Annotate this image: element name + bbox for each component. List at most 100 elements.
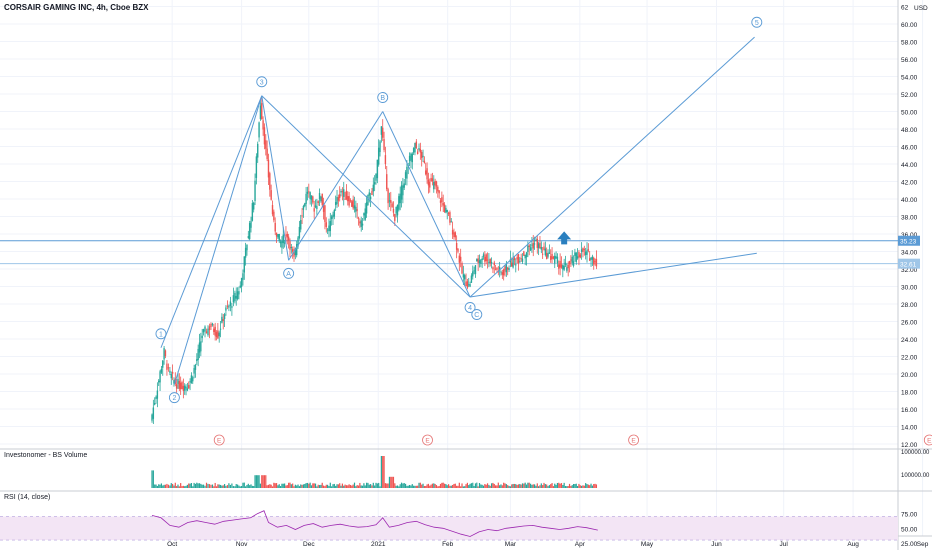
volume-bar xyxy=(300,484,302,488)
candle-body xyxy=(480,259,482,264)
candle-body xyxy=(263,127,266,145)
volume-bar xyxy=(403,483,405,488)
volume-bar xyxy=(500,484,502,488)
volume-bar xyxy=(167,484,170,488)
volume-bar xyxy=(193,482,195,488)
volume-bar xyxy=(341,483,343,488)
candle-body xyxy=(164,350,167,357)
candle-body xyxy=(528,245,530,248)
time-tick-label: Dec xyxy=(303,541,315,548)
volume-bar xyxy=(426,484,428,488)
candle-body xyxy=(179,382,182,390)
volume-bar xyxy=(356,485,358,488)
candle-body xyxy=(391,203,393,207)
candle-body xyxy=(189,381,191,383)
wave-label: A xyxy=(286,271,291,278)
wave-label: 3 xyxy=(260,79,264,86)
volume-bar xyxy=(548,485,550,488)
volume-bar xyxy=(419,482,421,488)
volume-bar xyxy=(495,485,497,488)
candle-body xyxy=(182,385,185,391)
candle-body xyxy=(229,301,232,306)
volume-bar xyxy=(461,483,463,488)
volume-bar xyxy=(527,482,529,488)
candle-body xyxy=(439,200,442,203)
volume-bar xyxy=(462,486,464,488)
price-tick-label: 46.00 xyxy=(901,145,918,152)
candle-body xyxy=(270,190,272,200)
candle-body xyxy=(267,159,270,178)
volume-bar xyxy=(378,482,380,488)
volume-bar xyxy=(159,484,161,488)
volume-bar xyxy=(309,482,311,488)
candle-body xyxy=(251,203,254,221)
candle-body xyxy=(512,258,514,268)
volume-bar xyxy=(409,484,411,488)
rsi-tick-label: 50.00 xyxy=(901,526,918,533)
volume-bar xyxy=(431,483,434,488)
volume-bar xyxy=(578,483,580,488)
volume-bar xyxy=(186,484,188,488)
volume-bar xyxy=(486,483,489,488)
volume-bar xyxy=(460,486,462,488)
candle-body xyxy=(201,335,203,339)
volume-bar xyxy=(374,485,376,488)
volume-bar xyxy=(410,485,412,488)
candle-body xyxy=(196,359,198,361)
candle-body xyxy=(584,251,587,256)
volume-bar xyxy=(297,484,299,488)
volume-bar xyxy=(544,484,546,488)
candle-body xyxy=(388,200,391,202)
price-tick-label: 50.00 xyxy=(901,110,918,117)
volume-bar xyxy=(258,475,260,488)
candle-body xyxy=(419,148,422,153)
volume-bar xyxy=(329,482,331,488)
volume-bar xyxy=(550,484,552,488)
volume-bar xyxy=(372,482,374,488)
time-tick-label: May xyxy=(641,541,654,548)
wave-label: 2 xyxy=(172,395,176,402)
volume-bar xyxy=(417,485,419,488)
volume-bar xyxy=(488,484,490,488)
volume-bar xyxy=(525,484,528,488)
volume-bar xyxy=(535,485,537,488)
candle-body xyxy=(481,258,483,261)
candle-body xyxy=(469,284,471,287)
volume-bar xyxy=(226,485,229,488)
candle-body xyxy=(296,244,298,256)
volume-bar xyxy=(380,456,382,488)
price-line-tag xyxy=(898,258,920,269)
volume-bar xyxy=(290,484,292,488)
wave-label-circle xyxy=(256,76,268,88)
volume-bar xyxy=(357,485,360,488)
candle-body xyxy=(349,200,352,202)
volume-bar xyxy=(400,482,403,488)
volume-bar xyxy=(453,483,455,488)
candle-body xyxy=(213,328,215,332)
candle-body xyxy=(361,223,364,226)
volume-bar xyxy=(196,482,198,488)
candle-body xyxy=(422,155,424,158)
candle-body xyxy=(558,264,560,269)
wave-line xyxy=(261,95,471,298)
volume-bar xyxy=(554,483,556,488)
candle-body xyxy=(431,178,434,182)
candle-body xyxy=(583,249,586,251)
candle-body xyxy=(543,246,545,250)
candle-body xyxy=(357,217,360,219)
volume-bar xyxy=(286,485,288,488)
candle-body xyxy=(324,205,326,222)
candle-body xyxy=(394,213,396,221)
volume-bar xyxy=(516,484,518,488)
candle-body xyxy=(258,122,260,138)
volume-bar xyxy=(474,483,477,488)
candle-body xyxy=(590,257,592,260)
candle-body xyxy=(539,242,541,249)
time-tick-label: Mar xyxy=(505,541,517,548)
candle-body xyxy=(162,360,164,368)
wave-label: 5 xyxy=(755,20,759,27)
candle-body xyxy=(352,199,354,209)
candle-body xyxy=(202,329,205,333)
candle-body xyxy=(225,307,227,311)
